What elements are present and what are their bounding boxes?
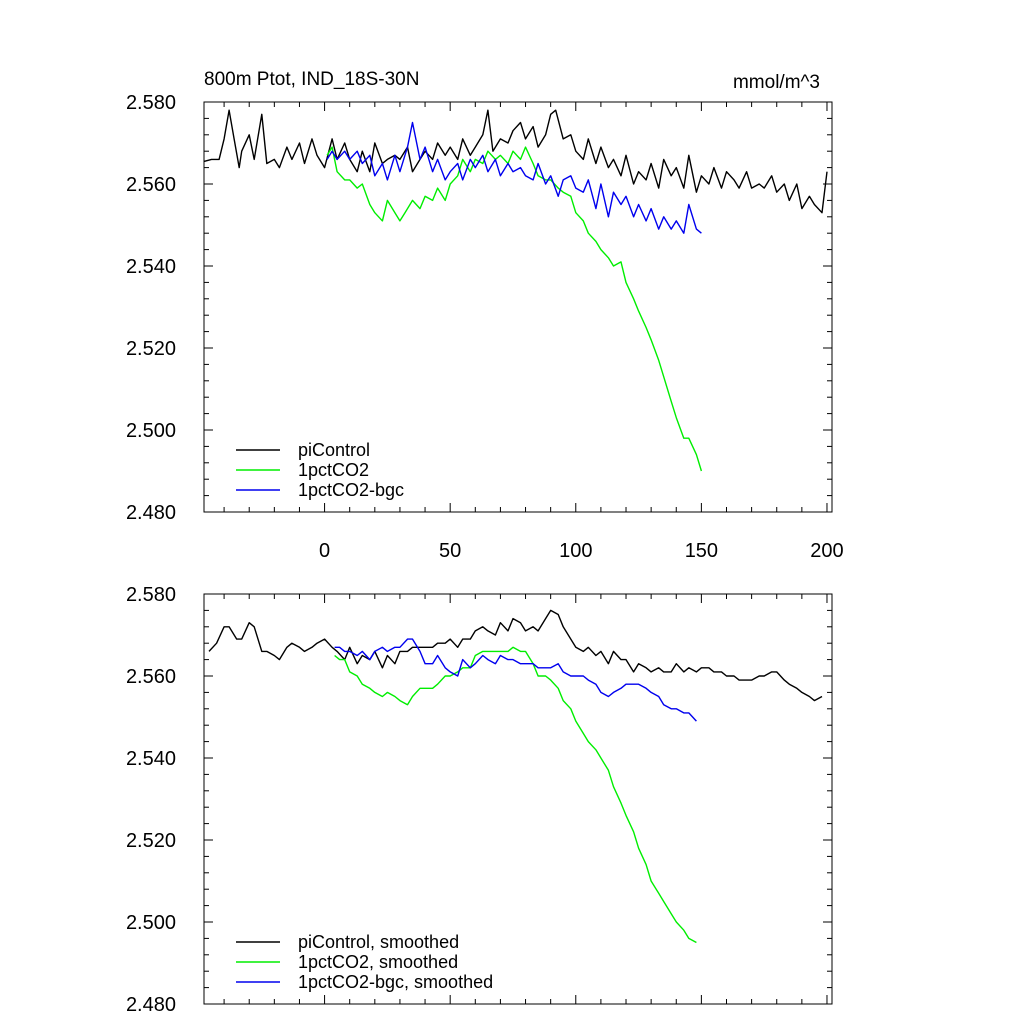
legend-label-2: 1pctCO2-bgc (298, 480, 404, 500)
y-tick-label: 2.540 (126, 256, 176, 278)
series-line-0 (203, 109, 828, 214)
x-tick-label: 200 (810, 540, 843, 562)
series-line-0 (208, 609, 823, 702)
x-tick-label: 150 (685, 540, 718, 562)
y-tick-label: 2.580 (126, 584, 176, 606)
legend-label-0: piControl, smoothed (298, 932, 459, 952)
y-tick-label: 2.540 (126, 748, 176, 770)
bottom-panel: 2.480 2.500 2.520 2.540 2.560 2.580 piControl,… (126, 584, 833, 1016)
legend-label-1: 1pctCO2, smoothed (298, 952, 458, 972)
legend-label-0: piControl (298, 440, 370, 460)
plot-frame (203, 101, 833, 513)
y-tick-label: 2.560 (126, 666, 176, 688)
x-tick-label: 0 (319, 540, 330, 562)
y-tick-label: 2.480 (126, 994, 176, 1016)
legend-label-2: 1pctCO2-bgc, smoothed (298, 972, 493, 992)
y-tick-label: 2.580 (126, 92, 176, 114)
y-tick-label: 2.500 (126, 912, 176, 934)
series-line-1 (334, 646, 697, 944)
units-label: mmol/m^3 (733, 72, 820, 93)
y-tick-label: 2.560 (126, 174, 176, 196)
y-tick-label: 2.500 (126, 420, 176, 442)
y-tick-label: 2.520 (126, 338, 176, 360)
y-tick-label: 2.480 (126, 502, 176, 524)
series-line-2 (326, 121, 702, 234)
legend-label-1: 1pctCO2 (298, 460, 369, 480)
x-tick-label: 100 (559, 540, 592, 562)
series-line-1 (326, 146, 703, 472)
y-tick-label: 2.520 (126, 830, 176, 852)
top-panel: 2.480 2.500 2.520 2.540 2.560 2.580 0 50 100 150 2… (126, 69, 844, 562)
plot-frame (203, 593, 833, 1005)
chart-title: 800m Ptot, IND_18S-30N (204, 69, 419, 90)
x-tick-label: 50 (439, 540, 461, 562)
series-line-2 (334, 638, 697, 722)
